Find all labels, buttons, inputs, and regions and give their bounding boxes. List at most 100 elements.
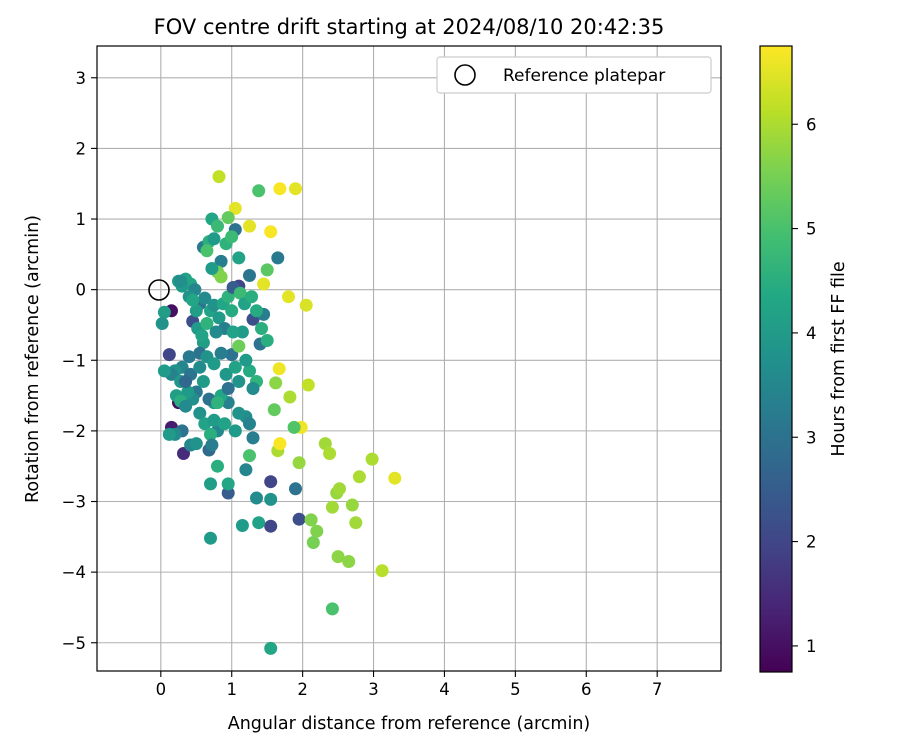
y-tick-label: 0 [76,281,87,300]
data-point [212,311,226,325]
data-point [207,357,221,371]
legend: Reference platepar [436,56,712,94]
data-point [200,317,214,330]
data-point [352,470,366,484]
data-point [246,382,260,395]
data-point [345,498,359,512]
data-point [225,230,239,244]
data-point [218,417,232,431]
data-point [198,291,212,305]
plot-frame [96,45,722,672]
colorbar-ticks: 1 2 3 4 5 6 [792,115,817,656]
data-point [243,449,256,463]
data-point [181,385,195,399]
data-point [264,225,278,239]
y-tick-label: −5 [62,634,86,653]
data-point [204,427,217,441]
data-point [245,290,259,304]
data-point [388,471,402,485]
data-point [205,438,219,452]
data-point [157,305,171,319]
data-point [267,403,281,417]
data-point [162,348,176,362]
y-tick-label: 1 [76,210,87,229]
data-point [228,360,242,374]
data-point [211,459,224,473]
x-tick-label: 1 [226,680,237,699]
grid [97,46,721,671]
data-point [162,427,176,441]
data-point [282,290,295,304]
data-point [225,348,239,362]
data-point [292,456,306,470]
data-point [209,325,223,339]
data-point [287,420,301,434]
data-point [252,516,266,530]
colorbar: 1 2 3 4 5 6 Hours from first FF file [759,45,849,673]
data-point [292,512,306,526]
data-point [365,452,379,466]
data-point [299,298,313,312]
data-point [264,519,278,533]
data-point [269,376,283,390]
data-point [301,378,315,392]
data-point [195,329,209,342]
data-point [271,251,285,265]
data-point [189,437,203,451]
data-point [204,531,217,545]
data-point [264,492,278,506]
data-point [196,375,210,388]
data-point [155,317,169,330]
data-point [323,447,337,460]
data-point [232,251,246,265]
legend-entry-reference: Reference platepar [503,66,665,86]
data-point [243,219,256,233]
data-point [193,406,207,420]
data-point [260,334,274,347]
x-tick-label: 7 [652,680,663,699]
data-point [260,263,274,277]
data-point [250,491,263,505]
colorbar-tick-label: 1 [806,637,817,656]
data-point [228,201,242,215]
x-tick-label: 0 [156,680,167,699]
y-axis-label: Rotation from reference (arcmin) [23,215,43,503]
data-point [179,375,193,388]
data-point [225,304,239,318]
data-point [264,475,278,489]
data-point [250,304,263,318]
x-axis-ticks: 0 1 2 3 4 5 6 7 [156,671,663,699]
data-point [182,350,196,364]
data-point [331,550,345,564]
y-tick-label: −2 [62,422,86,441]
data-point [233,286,247,300]
data-point [157,364,171,378]
data-point [219,367,233,381]
x-tick-label: 6 [581,680,592,699]
data-point [211,219,224,233]
data-point [273,437,287,451]
data-point [212,170,226,184]
reference-point-marker [148,279,170,301]
colorbar-gradient [759,45,793,673]
colorbar-tick-label: 5 [806,220,817,239]
x-tick-label: 2 [297,680,308,699]
y-tick-label: −1 [62,351,86,370]
data-point [189,304,203,318]
data-point [255,322,268,335]
data-point [252,184,266,198]
data-point [207,232,221,246]
y-tick-label: 2 [76,139,87,158]
data-point [325,500,339,514]
data-point [289,482,302,496]
data-point [232,406,246,420]
data-point [204,477,217,491]
colorbar-label: Hours from first FF file [829,261,849,456]
data-point [257,277,271,291]
data-point [243,269,256,282]
data-point [205,262,219,275]
data-point [232,339,246,353]
data-point [193,360,207,374]
data-point [272,362,286,376]
